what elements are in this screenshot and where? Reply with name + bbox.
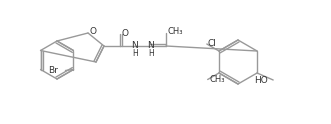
Text: N: N xyxy=(131,42,137,50)
Text: N: N xyxy=(147,42,153,50)
Text: H: H xyxy=(148,49,154,59)
Text: HO: HO xyxy=(255,77,268,86)
Text: O: O xyxy=(121,29,128,37)
Text: Cl: Cl xyxy=(208,38,217,47)
Text: CH₃: CH₃ xyxy=(167,28,182,36)
Text: Br: Br xyxy=(49,66,59,75)
Text: O: O xyxy=(90,28,97,36)
Text: H: H xyxy=(132,49,138,59)
Text: CH₃: CH₃ xyxy=(210,75,225,84)
